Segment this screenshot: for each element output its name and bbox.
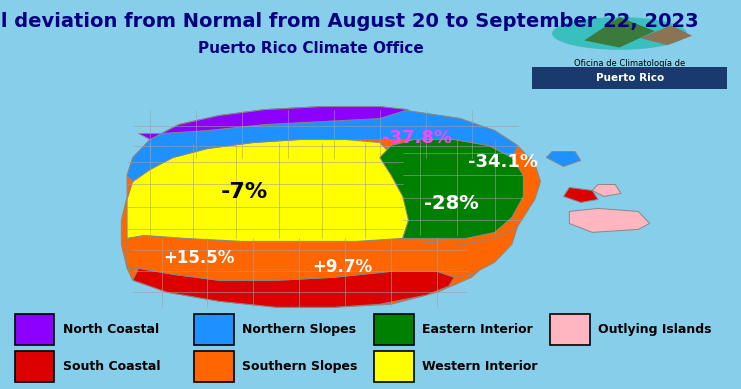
Text: North Coastal: North Coastal — [63, 322, 159, 336]
Bar — [194, 351, 234, 382]
Text: Southern Slopes: Southern Slopes — [242, 360, 358, 373]
Text: Northern Slopes: Northern Slopes — [242, 322, 356, 336]
Text: Rainfall deviation from Normal from August 20 to September 22, 2023: Rainfall deviation from Normal from Augu… — [0, 12, 699, 31]
Text: -28%: -28% — [424, 194, 479, 214]
Polygon shape — [122, 107, 541, 307]
Polygon shape — [563, 187, 598, 202]
Text: Eastern Interior: Eastern Interior — [422, 322, 533, 336]
Polygon shape — [139, 107, 408, 140]
Bar — [194, 314, 234, 345]
Text: +15.5%: +15.5% — [163, 249, 235, 267]
Polygon shape — [133, 268, 454, 307]
Text: Western Interior: Western Interior — [422, 360, 538, 373]
Text: Puerto Rico Climate Office: Puerto Rico Climate Office — [199, 41, 424, 56]
Text: Oficina de Climatología de: Oficina de Climatología de — [574, 59, 685, 68]
Bar — [374, 351, 413, 382]
Polygon shape — [569, 209, 650, 232]
Text: -37.8%: -37.8% — [382, 129, 452, 147]
Text: +9.7%: +9.7% — [313, 258, 373, 276]
Bar — [532, 67, 728, 89]
Polygon shape — [592, 184, 621, 196]
Polygon shape — [127, 107, 517, 181]
Polygon shape — [584, 17, 655, 47]
Text: -34.1%: -34.1% — [468, 153, 538, 171]
Polygon shape — [640, 25, 692, 45]
Polygon shape — [546, 152, 581, 166]
Text: -7%: -7% — [221, 182, 268, 202]
Bar — [550, 314, 590, 345]
Bar — [374, 314, 413, 345]
Text: Puerto Rico: Puerto Rico — [596, 74, 664, 83]
Text: Outlying Islands: Outlying Islands — [598, 322, 712, 336]
Bar — [15, 351, 54, 382]
Text: South Coastal: South Coastal — [63, 360, 160, 373]
Polygon shape — [127, 226, 517, 280]
Ellipse shape — [552, 17, 687, 50]
Bar — [15, 314, 54, 345]
Polygon shape — [127, 140, 408, 241]
Polygon shape — [379, 140, 523, 238]
